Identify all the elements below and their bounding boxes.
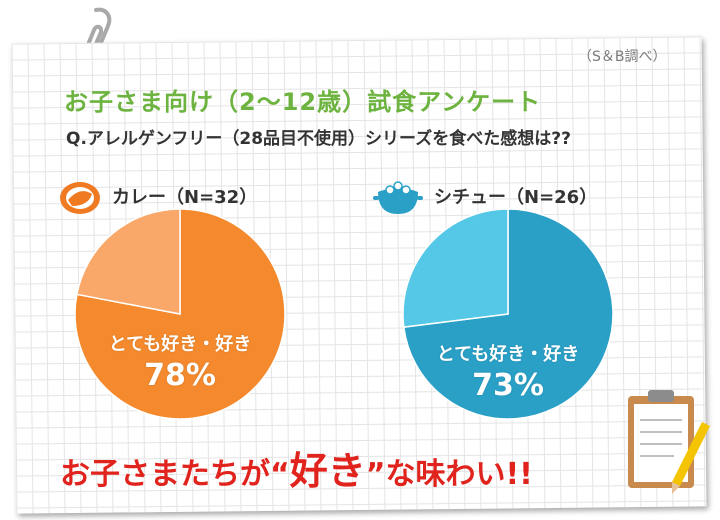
stew-pie-slice-1 [402,208,509,328]
curry-pie-chart [74,208,286,420]
stew-pie-chart [402,208,614,420]
curry-slice-annotation: とても好き・好き 78% [82,330,278,393]
stew-pot-icon [373,181,423,214]
curry-pie-slice-1 [75,208,181,315]
stew-slice-value: 73% [472,368,544,403]
tagline: お子さまたちが“好き”な味わい!! [60,440,533,495]
stew-slice-annotation: とても好き・好き 73% [410,340,606,403]
tagline-open-quote: “ [270,457,290,492]
curry-slice-label: とても好き・好き [108,334,252,355]
tagline-prefix: お子さまたちが [60,457,270,492]
survey-title: お子さま向け（2～12歳）試食アンケート [64,88,542,116]
curry-plate-icon [60,182,100,214]
clipboard-icon [628,390,710,494]
curry-chart-title: カレー（N=32） [112,187,258,208]
stew-chart-title: シチュー（N=26） [434,187,598,208]
tagline-emphasis: 好き [289,449,366,493]
tagline-suffix: な味わい!! [385,457,533,492]
pencil-icon [672,422,710,494]
survey-question: Q.アレルゲンフリー（28品目不使用）シリーズを食べた感想は?? [66,129,571,149]
tagline-close-quote: ” [365,457,386,492]
curry-slice-value: 78% [144,358,216,393]
stew-slice-label: とても好き・好き [436,344,580,365]
source-note: （S＆B調べ） [578,49,667,65]
